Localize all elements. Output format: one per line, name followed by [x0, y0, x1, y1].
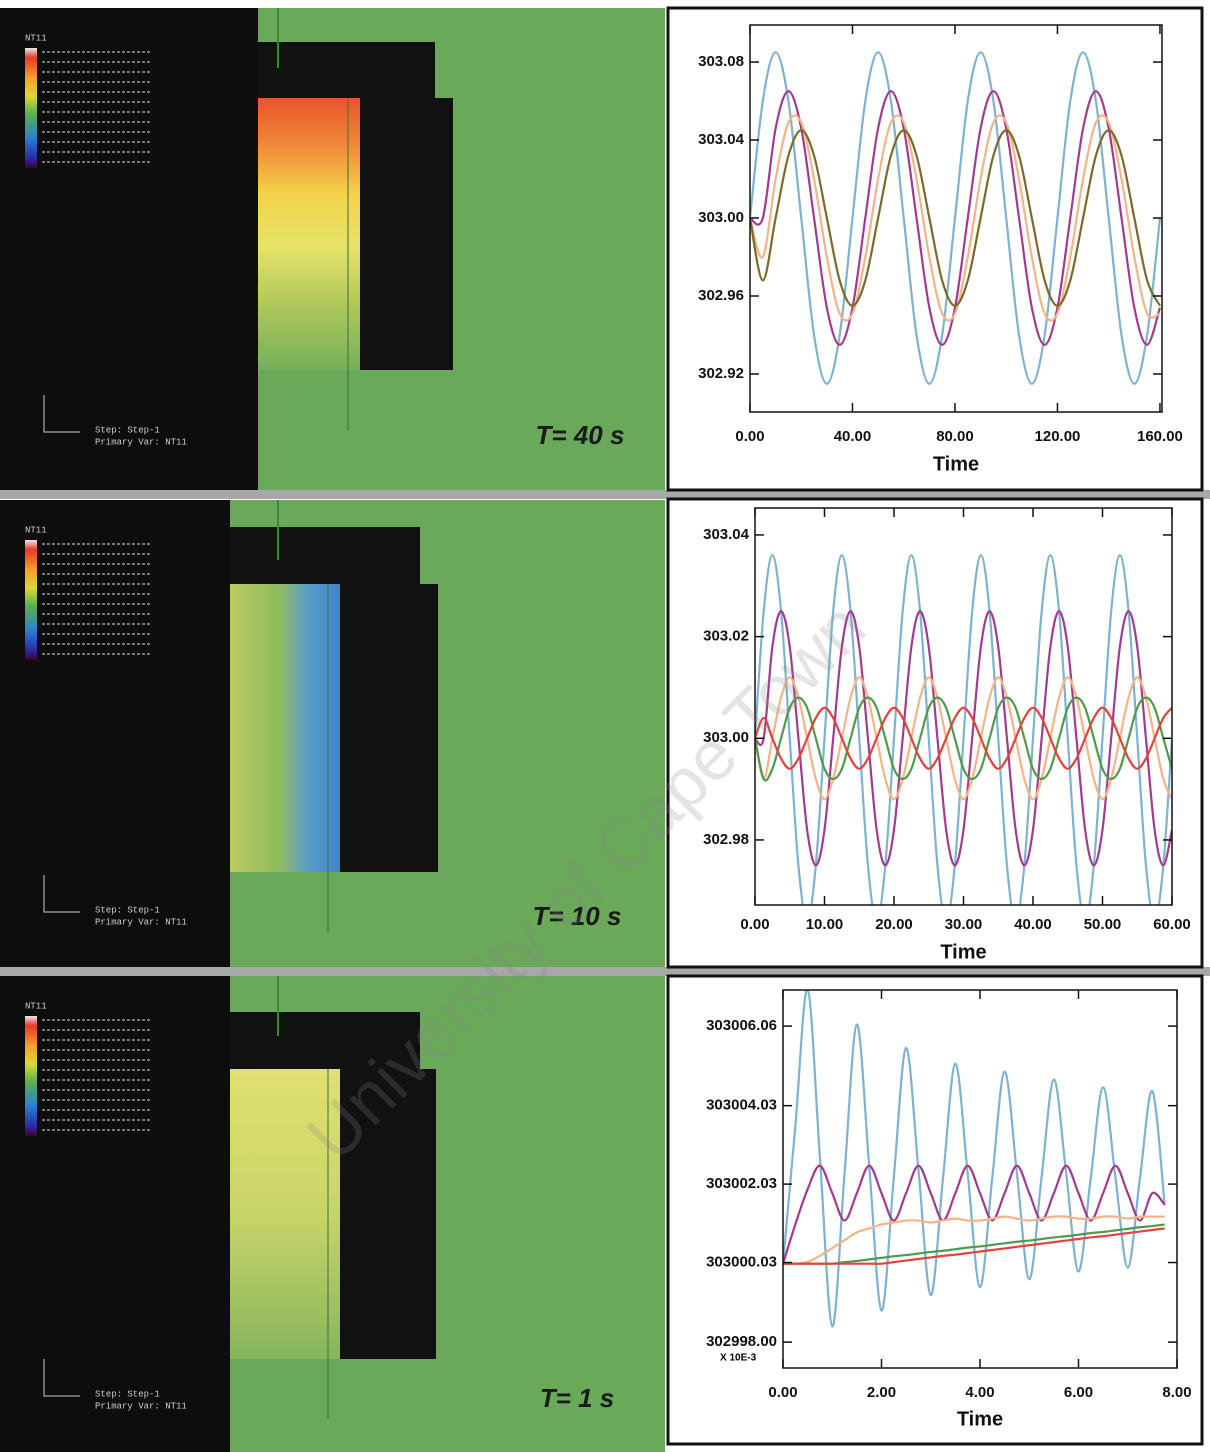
- model-void: [420, 597, 438, 872]
- primary-var: Primary Var: NT11: [95, 917, 187, 927]
- y-tick-label: 303004.03: [706, 1097, 777, 1114]
- y-tick-label: 303.04: [698, 131, 745, 148]
- x-tick-label: 50.00: [1084, 916, 1122, 933]
- x-tick-label: 60.00: [1153, 916, 1191, 933]
- x-tick-label: 0.00: [768, 1384, 797, 1401]
- series-line: [750, 114, 1161, 322]
- series-line: [750, 51, 1162, 385]
- x-tick-label: 40.00: [834, 428, 872, 445]
- y-tick-label: 302.96: [698, 287, 744, 304]
- step-label: Step: Step-1: [95, 905, 160, 915]
- axis-annotation: X 10E-3: [720, 1353, 757, 1364]
- contour-field: [258, 98, 360, 370]
- legend-bar: [25, 48, 37, 168]
- y-tick-label: 303.04: [703, 526, 750, 543]
- x-tick-label: 120.00: [1035, 428, 1081, 445]
- legend-title: NT11: [25, 1001, 47, 1011]
- time-label: T= 1 s: [540, 1383, 614, 1413]
- y-tick-label: 302998.00: [706, 1333, 777, 1350]
- time-label: T= 40 s: [536, 420, 625, 450]
- series-line: [783, 1215, 1165, 1265]
- legend-bar: [25, 540, 37, 660]
- y-tick-label: 302.98: [703, 831, 749, 848]
- step-label: Step: Step-1: [95, 1389, 160, 1399]
- series-line: [755, 676, 1172, 801]
- series-line: [750, 129, 1161, 307]
- y-tick-label: 303.02: [703, 628, 749, 645]
- y-tick-label: 303006.06: [706, 1017, 777, 1034]
- x-tick-label: 0.00: [735, 428, 764, 445]
- triad: [43, 875, 80, 913]
- primary-var: Primary Var: NT11: [95, 437, 187, 447]
- model-void: [258, 42, 435, 98]
- legend-title: NT11: [25, 525, 47, 535]
- x-tick-label: 160.00: [1137, 428, 1183, 445]
- contour-field: [230, 584, 340, 872]
- contour-field: [230, 1069, 340, 1359]
- primary-var: Primary Var: NT11: [95, 1401, 187, 1411]
- legend-title: NT11: [25, 33, 47, 43]
- x-axis-label: Time: [957, 1408, 1003, 1430]
- x-axis-label: Time: [933, 453, 979, 475]
- y-tick-label: 303002.03: [706, 1175, 777, 1192]
- x-tick-label: 40.00: [1014, 916, 1052, 933]
- series-line: [783, 1164, 1166, 1265]
- x-tick-label: 80.00: [936, 428, 974, 445]
- y-tick-label: 303.00: [703, 729, 749, 746]
- x-tick-label: 4.00: [965, 1384, 994, 1401]
- series-line: [783, 1227, 1165, 1265]
- x-tick-label: 30.00: [945, 916, 983, 933]
- y-tick-label: 303.00: [698, 209, 744, 226]
- legend-bar: [25, 1016, 37, 1136]
- x-tick-label: 20.00: [875, 916, 913, 933]
- x-tick-label: 2.00: [867, 1384, 896, 1401]
- triad: [43, 395, 80, 433]
- series-line: [755, 554, 1172, 905]
- chart-panel: [666, 974, 1204, 1446]
- y-tick-label: 303000.03: [706, 1253, 777, 1270]
- model-void: [230, 527, 420, 584]
- separator: [0, 490, 1210, 499]
- separator: [0, 967, 1210, 976]
- series-line: [755, 706, 1172, 770]
- x-axis-label: Time: [940, 941, 986, 963]
- series-line: [783, 1223, 1165, 1265]
- series-line: [755, 696, 1172, 782]
- triad: [43, 1359, 80, 1397]
- step-label: Step: Step-1: [95, 425, 160, 435]
- series-line: [755, 610, 1172, 867]
- model-void: [230, 1012, 420, 1069]
- y-tick-label: 303.08: [698, 53, 744, 70]
- x-tick-label: 6.00: [1064, 1384, 1093, 1401]
- y-tick-label: 302.92: [698, 365, 744, 382]
- x-tick-label: 8.00: [1162, 1384, 1191, 1401]
- model-void: [420, 1082, 436, 1359]
- series-line: [750, 90, 1161, 346]
- series-line: [783, 990, 1166, 1328]
- model-void: [435, 110, 453, 370]
- time-label: T= 10 s: [533, 901, 622, 931]
- x-tick-label: 0.00: [740, 916, 769, 933]
- x-tick-label: 10.00: [806, 916, 844, 933]
